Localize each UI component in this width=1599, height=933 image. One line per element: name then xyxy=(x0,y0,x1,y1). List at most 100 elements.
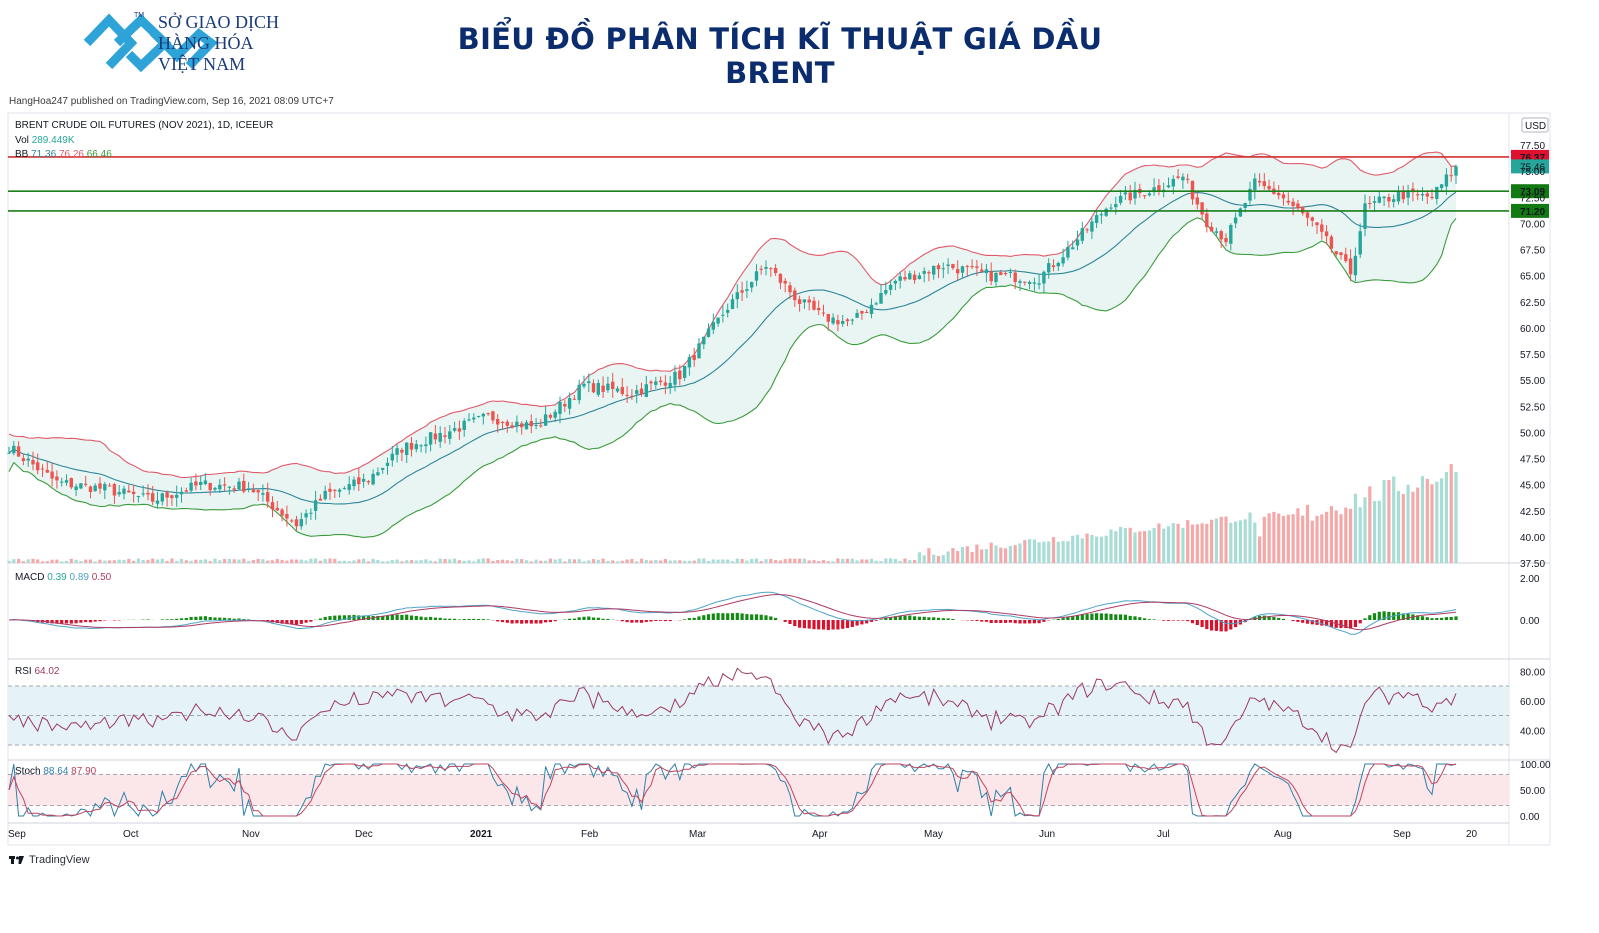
volume-bar xyxy=(1425,478,1429,563)
candle-body xyxy=(620,387,624,394)
candle-body xyxy=(270,502,275,510)
candle-body xyxy=(1392,199,1396,202)
volume-bar xyxy=(673,560,677,563)
candle-body xyxy=(1205,213,1209,228)
macd-histogram-bar xyxy=(1363,618,1367,620)
macd-tick-label: 2.00 xyxy=(1520,574,1540,585)
candle-body xyxy=(1013,272,1017,282)
volume-bar xyxy=(275,558,279,563)
volume-bar xyxy=(112,560,116,563)
candle-body xyxy=(1238,208,1243,217)
candle-body xyxy=(1104,208,1108,216)
macd-histogram-bar xyxy=(1186,620,1190,622)
volume-bar xyxy=(1392,476,1396,563)
volume-bar xyxy=(1329,506,1333,563)
org-line-3: VIỆT NAM xyxy=(158,54,246,74)
macd-histogram-bar xyxy=(572,618,576,620)
candle-body xyxy=(1233,217,1238,224)
candle-body xyxy=(1214,231,1219,233)
time-tick-label: Feb xyxy=(581,829,599,840)
macd-histogram-bar xyxy=(889,617,893,620)
candle-body xyxy=(802,299,807,303)
volume-bar xyxy=(582,561,586,563)
volume-bar xyxy=(1090,534,1094,563)
org-line-2: HÀNG HÓA xyxy=(158,33,254,53)
macd-histogram-bar xyxy=(663,620,667,622)
volume-bar xyxy=(831,561,835,563)
candle-body xyxy=(88,486,93,492)
macd-histogram-bar xyxy=(1152,619,1156,620)
volume-bar xyxy=(1368,486,1372,563)
macd-histogram-bar xyxy=(922,616,926,620)
macd-histogram-bar xyxy=(1080,614,1084,620)
candle-body xyxy=(79,483,83,489)
volume-bar xyxy=(1176,523,1180,563)
macd-histogram-bar xyxy=(64,620,69,624)
macd-histogram-bar xyxy=(1138,617,1142,620)
macd-histogram-bar xyxy=(994,620,998,623)
candle-body xyxy=(956,269,960,274)
volume-bar xyxy=(496,560,500,563)
candle-body xyxy=(1075,239,1080,246)
candle-body xyxy=(381,467,385,470)
volume-bar xyxy=(932,554,936,563)
candle-body xyxy=(342,488,347,490)
tradingview-footer[interactable]: TradingView xyxy=(9,854,90,866)
candle-body xyxy=(836,320,840,325)
volume-bar xyxy=(438,558,442,563)
volume-bar xyxy=(850,558,854,563)
volume-bar xyxy=(548,558,552,563)
volume-bar xyxy=(620,560,624,563)
volume-bar xyxy=(132,560,136,563)
candle-body xyxy=(136,496,141,497)
candle-body xyxy=(357,477,361,485)
macd-histogram-bar xyxy=(898,615,902,620)
macd-histogram-bar xyxy=(1128,615,1132,620)
macd-histogram-bar xyxy=(381,615,385,620)
currency-badge[interactable] xyxy=(1521,117,1549,133)
volume-bar xyxy=(683,560,687,563)
candle-body xyxy=(170,495,174,499)
macd-histogram-bar xyxy=(1444,617,1448,620)
candle-body xyxy=(179,491,184,495)
volume-bar xyxy=(817,561,821,563)
level-label-71.20: 71.20 xyxy=(1520,207,1545,218)
macd-histogram-bar xyxy=(424,617,428,620)
volume-bar xyxy=(1411,491,1415,563)
candle-body xyxy=(1133,189,1137,199)
macd-histogram-bar xyxy=(1320,620,1324,626)
macd-pane: 2.00 0.00 xyxy=(8,574,1540,635)
macd-histogram-bar xyxy=(970,620,974,621)
time-tick-label: Dec xyxy=(355,829,373,840)
candle-body xyxy=(716,317,720,324)
macd-histogram-bar xyxy=(438,617,442,620)
macd-histogram-bar xyxy=(1387,611,1391,620)
volume-bar xyxy=(1028,539,1032,563)
candle-body xyxy=(251,489,256,493)
macd-histogram-bar xyxy=(1028,620,1032,624)
stoch-k-value: 88.64 xyxy=(43,766,68,777)
volume-bar xyxy=(194,559,198,563)
candle-body xyxy=(1032,282,1037,284)
volume-bar xyxy=(946,551,950,563)
price-tick-label: 57.50 xyxy=(1520,350,1545,361)
macd-histogram-bar xyxy=(951,619,955,620)
macd-histogram-bar xyxy=(553,620,557,622)
volume-bar xyxy=(965,546,969,563)
candle-body xyxy=(754,271,759,281)
candle-body xyxy=(721,314,725,316)
volume-bar xyxy=(735,558,739,563)
volume-bar xyxy=(1186,520,1190,563)
macd-histogram-bar xyxy=(146,619,150,620)
volume-bar xyxy=(1440,478,1444,563)
candle-body xyxy=(625,394,629,396)
candle-body xyxy=(31,460,35,465)
rsi-legend: RSI 64.02 xyxy=(15,666,60,677)
candle-body xyxy=(1305,212,1310,218)
candle-body xyxy=(855,313,859,318)
bb-label: BB xyxy=(15,149,29,160)
macd-histogram-bar xyxy=(333,615,337,620)
candle-body xyxy=(879,293,883,304)
stoch-legend: Stoch 88.64 87.90 xyxy=(15,766,97,777)
